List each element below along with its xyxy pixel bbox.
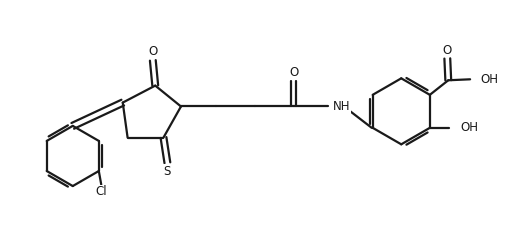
Text: O: O: [443, 44, 452, 57]
Text: O: O: [148, 45, 157, 58]
Text: NH: NH: [333, 100, 351, 113]
Text: OH: OH: [481, 73, 499, 86]
Text: O: O: [289, 66, 298, 79]
Text: S: S: [163, 165, 171, 178]
Text: Cl: Cl: [95, 185, 107, 198]
Text: OH: OH: [460, 121, 478, 134]
